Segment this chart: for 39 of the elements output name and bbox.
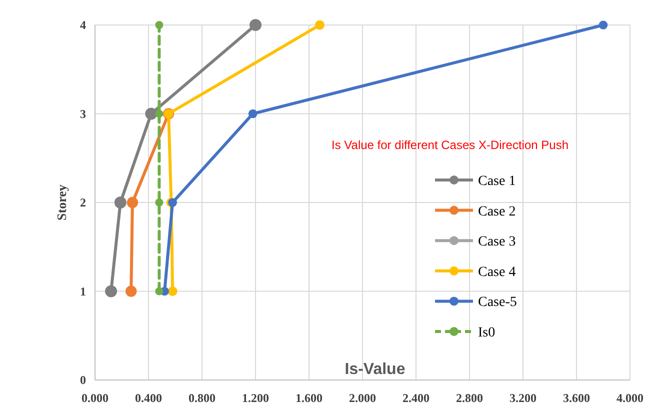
x-tick-label: 4.000 (616, 391, 644, 405)
point (250, 19, 262, 31)
x-tick-label: 0.400 (135, 391, 162, 405)
x-tick-label: 3.200 (510, 391, 536, 405)
point (126, 196, 138, 208)
point (248, 109, 258, 118)
x-axis-title: Is-Value (344, 361, 406, 378)
point (155, 21, 164, 29)
x-tick-label: 0.800 (188, 391, 216, 405)
point (155, 287, 164, 296)
x-tick-label: 1.600 (296, 391, 322, 405)
legend-label: Case 2 (478, 204, 516, 220)
legend-label: Case-5 (478, 295, 517, 310)
x-tick-label: 0.000 (82, 391, 108, 405)
legend-label: Case 1 (478, 174, 516, 189)
y-tick-label: 1 (80, 284, 86, 298)
point (155, 110, 164, 118)
text: Is Value for different Cases X-Direction Push (332, 138, 568, 152)
y-tick-label: 3 (80, 106, 86, 121)
x-tick-label: 3.600 (563, 391, 590, 405)
legend-label: Is0 (478, 326, 496, 340)
legend-label: Case 3 (478, 234, 516, 250)
point (126, 286, 137, 297)
x-tick-label: 2.000 (349, 391, 376, 405)
y-tick-label: 2 (80, 196, 86, 210)
y-tick-label: 0 (80, 373, 86, 387)
x-tick-label: 2.800 (456, 391, 483, 405)
x-tick-label: 2.400 (402, 391, 430, 405)
y-tick-label: 4 (80, 18, 86, 32)
point (105, 285, 118, 298)
x-tick-label: 1.200 (242, 391, 269, 405)
point (598, 20, 608, 30)
y-axis-title: Storey (54, 184, 69, 220)
point (168, 286, 178, 296)
point (145, 108, 158, 120)
point (314, 20, 324, 30)
legend-label: Case 4 (478, 264, 516, 280)
point (155, 198, 164, 206)
point (114, 196, 126, 208)
